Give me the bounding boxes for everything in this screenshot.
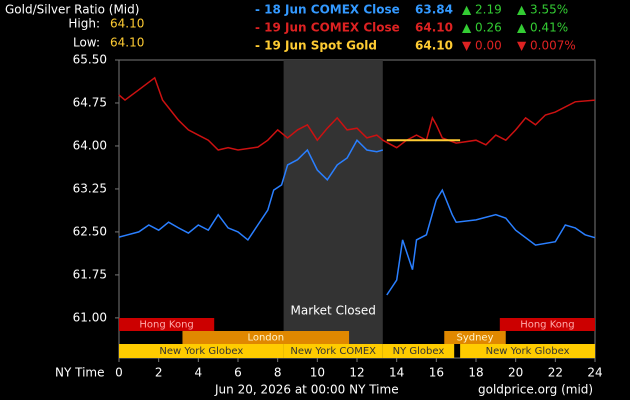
session-label: Sydney: [456, 333, 493, 344]
x-tick-label: 2: [155, 366, 163, 380]
legend-name: - 18 Jun COMEX Close: [255, 3, 400, 17]
session-bar: [382, 344, 455, 358]
x-tick-label: 22: [548, 366, 563, 380]
session-bar: [119, 318, 215, 331]
legend-pct: ▼ 0.007%: [517, 39, 576, 53]
legend-pct: ▲ 0.41%: [517, 21, 568, 35]
session-label: London: [247, 333, 284, 344]
session-label: Hong Kong: [139, 320, 193, 331]
legend-pct: ▲ 3.55%: [517, 3, 568, 17]
legend-change: ▲ 2.19: [462, 3, 502, 17]
session-label: New York Globex: [159, 346, 243, 357]
x-tick-label: 6: [234, 366, 242, 380]
x-tick-label: 18: [468, 366, 483, 380]
legend-value: 64.10: [415, 39, 453, 53]
session-bar: [182, 331, 350, 344]
legend-name: - 19 Jun COMEX Close: [255, 21, 400, 35]
legend-value: 63.84: [415, 3, 453, 17]
legend-value: 64.10: [415, 21, 453, 35]
session-label: New York COMEX: [290, 346, 376, 357]
x-tick-label: 20: [508, 366, 523, 380]
low-value: 64.10: [110, 36, 144, 50]
session-bar: [119, 344, 284, 358]
x-tick-label: 10: [310, 366, 325, 380]
market-closed-region: [283, 60, 383, 358]
high-value: 64.10: [110, 17, 144, 31]
x-tick-label: 4: [195, 366, 203, 380]
y-tick-label: 64.00: [73, 138, 107, 152]
y-tick-label: 61.00: [73, 310, 107, 324]
session-label: NY Globex: [393, 346, 445, 357]
timestamp: Jun 20, 2026 at 00:00 NY Time: [214, 383, 399, 397]
low-label: Low:: [73, 36, 100, 50]
legend-change: ▼ 0.00: [462, 39, 502, 53]
session-bar: [444, 331, 506, 344]
x-tick-label: 12: [349, 366, 364, 380]
legend-name: - 19 Jun Spot Gold: [255, 39, 377, 53]
session-bar: [283, 344, 383, 358]
series-line: [118, 76, 596, 151]
x-tick-label: 0: [115, 366, 123, 380]
session-bar: [499, 318, 595, 331]
session-bar: [460, 344, 595, 358]
source: goldprice.org (mid): [478, 383, 593, 397]
y-tick-label: 62.50: [73, 224, 107, 238]
x-axis-label: NY Time: [55, 366, 105, 380]
legend-change: ▲ 0.26: [462, 21, 502, 35]
y-tick-label: 65.50: [73, 53, 107, 67]
y-tick-label: 64.75: [73, 95, 107, 109]
series-line: [118, 138, 596, 296]
high-label: High:: [68, 17, 100, 31]
y-tick-label: 61.75: [73, 267, 107, 281]
session-label: Hong Kong: [520, 320, 574, 331]
x-tick-label: 16: [429, 366, 444, 380]
x-tick-label: 24: [587, 366, 602, 380]
x-tick-label: 14: [389, 366, 404, 380]
y-tick-label: 63.25: [73, 181, 107, 195]
x-tick-label: 8: [274, 366, 282, 380]
chart-title: Gold/Silver Ratio (Mid): [5, 3, 139, 17]
market-closed-label: Market Closed: [291, 304, 376, 318]
session-label: New York Globex: [486, 346, 570, 357]
